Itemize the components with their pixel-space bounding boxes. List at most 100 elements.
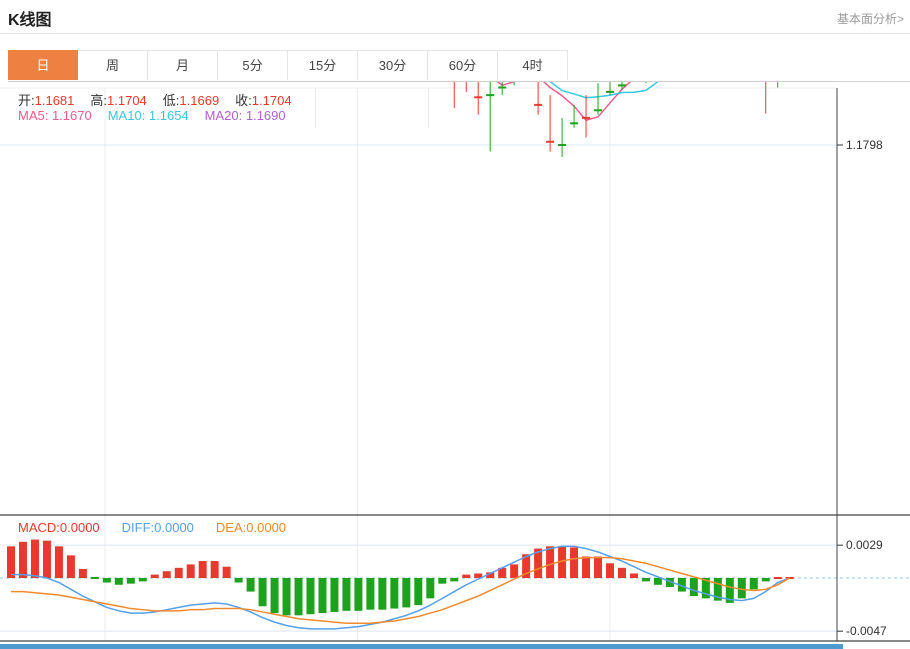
macd-bar — [582, 556, 591, 578]
macd-bar — [330, 578, 339, 612]
macd-tick-label: -0.0047 — [846, 624, 887, 638]
macd-legend-item: MACD:0.0000 — [18, 520, 100, 535]
price-tick-label: 1.1798 — [846, 138, 883, 152]
macd-legend-item: DIFF:0.0000 — [121, 520, 194, 535]
macd-bar — [725, 578, 734, 603]
candle-body — [546, 140, 555, 143]
tab-4[interactable]: 15分 — [288, 50, 358, 80]
macd-bar — [66, 555, 75, 578]
ohlc-item: 开:1.1681 — [18, 93, 75, 108]
macd-bar — [114, 578, 123, 585]
macd-tick-label: 0.0029 — [846, 538, 883, 552]
tab-1[interactable]: 周 — [78, 50, 148, 80]
macd-bar — [294, 578, 303, 616]
macd-bar — [318, 578, 327, 614]
macd-bar — [378, 578, 387, 610]
candle-body — [606, 90, 614, 93]
macd-bar — [426, 578, 435, 599]
macd-bar — [90, 577, 99, 579]
macd-bar — [78, 568, 87, 578]
tab-7[interactable]: 4时 — [498, 50, 568, 80]
macd-bar — [366, 578, 375, 610]
macd-bar — [594, 556, 603, 578]
macd-bar — [234, 578, 243, 583]
macd-bar — [438, 578, 447, 584]
page-title: K线图 — [8, 12, 52, 29]
macd-bar — [462, 574, 471, 578]
macd-bar — [558, 546, 567, 578]
macd-bar — [258, 578, 267, 607]
macd-bar — [246, 578, 255, 592]
macd-bar — [677, 578, 686, 592]
macd-bar — [641, 578, 650, 582]
macd-bar — [534, 548, 543, 578]
macd-bar — [150, 574, 159, 578]
macd-labels-row: MACD:0.0000 DIFF:0.0000 DEA:0.0000 — [18, 520, 286, 535]
macd-bar — [617, 567, 626, 578]
tab-0[interactable]: 日 — [8, 50, 78, 80]
candle-body — [570, 122, 579, 125]
ma-legend-item: MA5: 1.1670 — [18, 108, 92, 123]
header-divider — [0, 33, 910, 34]
macd-bar — [186, 564, 195, 578]
range-scrollbar[interactable] — [0, 644, 843, 649]
macd-bar — [737, 578, 746, 599]
macd-bar — [174, 567, 183, 578]
macd-bar — [606, 563, 614, 578]
macd-bar — [282, 578, 291, 616]
macd-bar — [665, 578, 674, 588]
macd-bar — [546, 546, 555, 578]
dea-line — [11, 556, 791, 625]
macd-bar — [222, 566, 231, 578]
macd-bar — [198, 561, 207, 578]
ohlc-item: 低:1.1669 — [162, 93, 220, 108]
macd-bar — [414, 578, 423, 606]
tab-6[interactable]: 60分 — [428, 50, 498, 80]
tab-2[interactable]: 月 — [148, 50, 218, 80]
ma-legend-row: MA5: 1.1670 MA10: 1.1654 MA20: 1.1690 — [18, 108, 286, 123]
candle-body — [534, 103, 543, 106]
macd-bar — [629, 573, 638, 578]
info-divider — [315, 88, 316, 128]
macd-bar — [354, 578, 363, 611]
macd-bar — [486, 572, 495, 578]
info-divider — [428, 88, 429, 128]
candle-body — [594, 109, 603, 112]
macd-bar — [390, 578, 399, 609]
macd-bar — [138, 578, 147, 582]
macd-bar — [342, 578, 351, 611]
fundamental-analysis-link[interactable]: 基本面分析> — [836, 12, 904, 26]
macd-bar — [18, 541, 27, 578]
main-chart-canvas[interactable]: 1.17981.17151.16321.15491.14660.0029-0.0… — [0, 80, 910, 649]
macd-bar — [653, 578, 662, 585]
macd-bar — [773, 577, 782, 579]
ohlc-item: 收:1.1704 — [235, 93, 292, 108]
macd-bar — [713, 578, 722, 601]
macd-bar — [126, 578, 135, 584]
candle-body — [582, 116, 591, 119]
macd-bar — [162, 571, 171, 578]
candle-body — [474, 96, 483, 99]
tab-3[interactable]: 5分 — [218, 50, 288, 80]
macd-bar — [30, 539, 39, 578]
macd-bar — [570, 547, 579, 578]
macd-bar — [749, 578, 758, 590]
macd-bar — [522, 554, 531, 578]
macd-bar — [210, 561, 219, 578]
candle-body — [498, 86, 507, 89]
macd-bar — [270, 578, 279, 614]
macd-bar — [510, 564, 519, 578]
candle-body — [486, 94, 495, 97]
tab-5[interactable]: 30分 — [358, 50, 428, 80]
macd-bar — [306, 578, 315, 615]
macd-bar — [498, 567, 507, 578]
macd-bar — [102, 578, 111, 583]
candle-body — [617, 84, 626, 87]
ma-legend-item: MA20: 1.1690 — [204, 108, 286, 123]
ohlc-row: 开:1.1681 高:1.1704 低:1.1669 收:1.1704 — [18, 90, 292, 109]
diff-line — [11, 545, 790, 630]
macd-bar — [761, 578, 770, 582]
macd-bar — [42, 540, 51, 578]
macd-bar — [54, 546, 63, 578]
macd-bar — [701, 578, 710, 599]
